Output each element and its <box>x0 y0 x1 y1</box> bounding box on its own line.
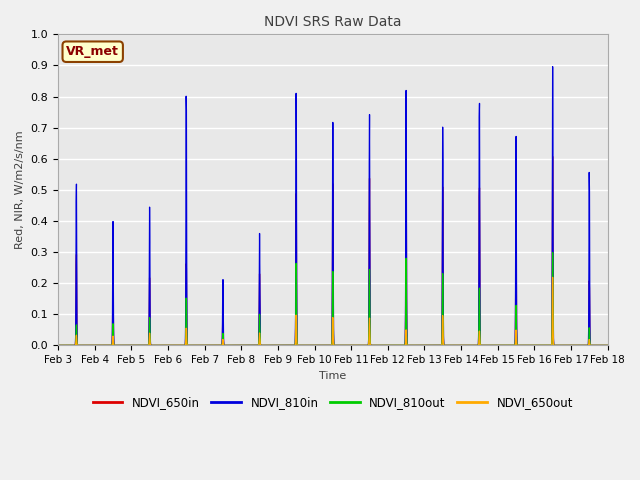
NDVI_650in <box>588 343 596 348</box>
NDVI_650in <box>307 343 314 348</box>
NDVI_650out <box>548 275 556 280</box>
X-axis label: Time: Time <box>319 371 346 381</box>
Y-axis label: Red, NIR, W/m2/s/nm: Red, NIR, W/m2/s/nm <box>15 131 25 249</box>
Title: NDVI SRS Raw Data: NDVI SRS Raw Data <box>264 15 401 29</box>
NDVI_650in <box>82 343 90 348</box>
NDVI_650out <box>588 343 595 348</box>
Text: VR_met: VR_met <box>67 45 119 58</box>
NDVI_810out <box>588 343 596 348</box>
NDVI_650in <box>487 343 495 348</box>
NDVI_650in <box>604 343 611 348</box>
NDVI_810out <box>54 343 62 348</box>
NDVI_810out <box>321 343 329 348</box>
Legend: NDVI_650in, NDVI_810in, NDVI_810out, NDVI_650out: NDVI_650in, NDVI_810in, NDVI_810out, NDV… <box>88 392 578 414</box>
Line: NDVI_810in: NDVI_810in <box>58 67 607 346</box>
NDVI_810in <box>588 343 595 348</box>
NDVI_810out <box>487 343 495 348</box>
NDVI_810out <box>604 343 611 348</box>
Line: NDVI_650out: NDVI_650out <box>58 277 607 346</box>
NDVI_650out <box>604 343 611 348</box>
NDVI_810out <box>548 250 556 255</box>
NDVI_650in <box>54 343 62 348</box>
NDVI_810in <box>604 343 611 348</box>
NDVI_650out <box>588 343 596 348</box>
NDVI_650in <box>321 343 329 348</box>
NDVI_650out <box>54 343 62 348</box>
Line: NDVI_650in: NDVI_650in <box>58 156 607 346</box>
NDVI_650out <box>487 343 495 348</box>
NDVI_810out <box>307 343 314 348</box>
NDVI_810in <box>487 343 495 348</box>
NDVI_810in <box>588 343 596 348</box>
NDVI_810out <box>82 343 90 348</box>
NDVI_810in <box>82 343 90 348</box>
NDVI_650out <box>321 343 329 348</box>
NDVI_650out <box>82 343 90 348</box>
NDVI_810in <box>548 64 556 70</box>
NDVI_810in <box>321 343 329 348</box>
Line: NDVI_810out: NDVI_810out <box>58 252 607 346</box>
NDVI_810in <box>54 343 62 348</box>
NDVI_650in <box>548 154 556 159</box>
NDVI_650out <box>307 343 314 348</box>
NDVI_810out <box>588 343 595 348</box>
NDVI_650in <box>588 343 595 348</box>
NDVI_810in <box>307 343 314 348</box>
